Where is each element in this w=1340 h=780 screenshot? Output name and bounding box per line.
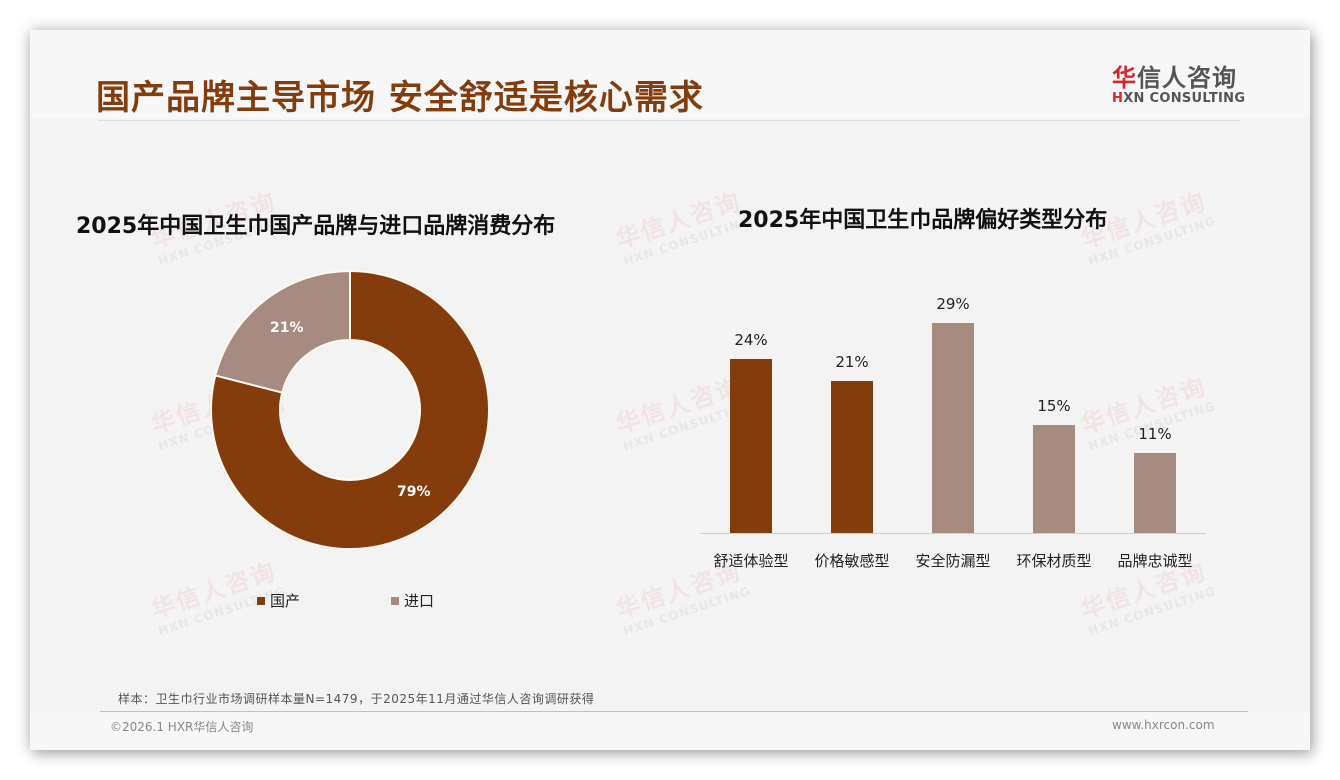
donut-slice xyxy=(214,270,351,394)
legend-item-import: 进口 xyxy=(391,590,434,611)
legend-label: 国产 xyxy=(270,592,301,610)
bar-category-label: 环保材质型 xyxy=(1016,552,1092,570)
legend-swatch xyxy=(391,596,399,605)
donut-chart-title: 2025年中国卫生巾国产品牌与进口品牌消费分布 xyxy=(76,214,556,239)
legend-label: 进口 xyxy=(404,592,435,610)
bar-value-label: 24% xyxy=(734,331,768,350)
bar xyxy=(1134,453,1176,533)
bar-category-label: 品牌忠诚型 xyxy=(1117,552,1193,570)
logo-en: HXN CONSULTING xyxy=(1112,91,1246,106)
logo-cn-first: 华 xyxy=(1112,64,1137,92)
company-logo: 华信人咨询 HXN CONSULTING xyxy=(1112,64,1246,106)
bar-value-label: 11% xyxy=(1138,425,1172,444)
donut-label-domestic: 79% xyxy=(397,484,431,500)
bar xyxy=(1033,424,1075,533)
donut-slice xyxy=(210,270,490,550)
copyright: ©2026.1 HXR华信人咨询 xyxy=(110,720,254,734)
logo-en-first: H xyxy=(1112,91,1124,106)
legend-swatch xyxy=(257,596,265,605)
bar xyxy=(831,381,873,533)
logo-cn-rest: 信人咨询 xyxy=(1137,64,1237,92)
logo-cn: 华信人咨询 xyxy=(1112,64,1242,92)
legend-item-domestic: 国产 xyxy=(257,590,300,611)
page-title: 国产品牌主导市场 安全舒适是核心需求 xyxy=(96,78,704,118)
bar-value-label: 21% xyxy=(835,353,869,372)
bar-value-label: 29% xyxy=(936,295,970,314)
slide: 国产品牌主导市场 安全舒适是核心需求 华信人咨询 HXN CONSULTING … xyxy=(30,30,1310,750)
donut-chart xyxy=(210,270,490,550)
bar-chart-title: 2025年中国卫生巾品牌偏好类型分布 xyxy=(738,208,1108,233)
bar-category-label: 舒适体验型 xyxy=(713,552,789,570)
website-link: www.hxrcon.com xyxy=(1112,718,1215,732)
logo-en-rest: XN CONSULTING xyxy=(1123,91,1246,106)
footer-divider xyxy=(100,711,1248,712)
header-band xyxy=(30,30,1310,118)
donut-label-import: 21% xyxy=(270,320,304,336)
footer-band xyxy=(30,712,1310,750)
bar-category-label: 安全防漏型 xyxy=(915,552,991,570)
x-axis-line xyxy=(700,533,1206,534)
bar-category-label: 价格敏感型 xyxy=(814,552,890,570)
bar-value-label: 15% xyxy=(1037,396,1071,415)
sample-note: 样本：卫生巾行业市场调研样本量N=1479，于2025年11月通过华信人咨询调研… xyxy=(118,692,595,706)
bar xyxy=(730,359,772,533)
bar xyxy=(932,323,974,533)
title-divider xyxy=(98,120,1240,121)
